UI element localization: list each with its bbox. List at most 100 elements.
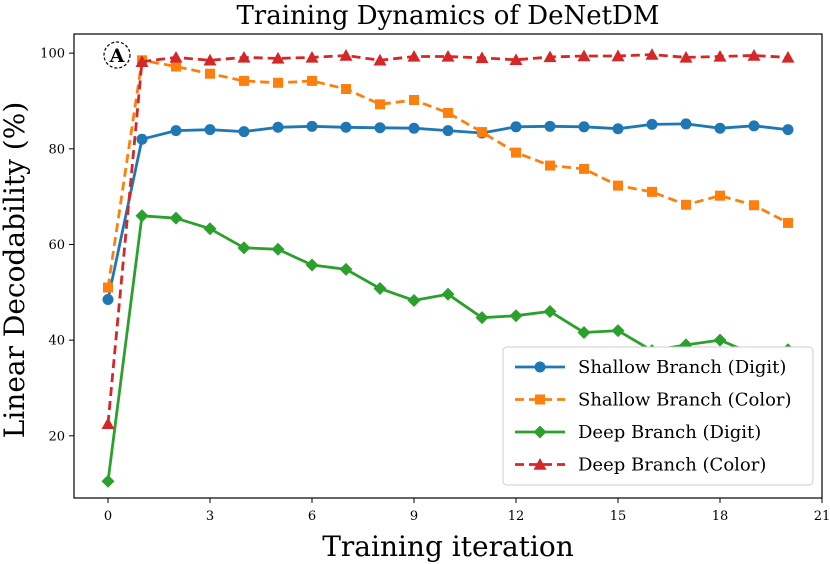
x-axis-label: Training iteration <box>322 530 574 563</box>
data-point-deep-digit <box>305 258 319 272</box>
data-point-shallow-digit <box>612 123 624 135</box>
x-tick-label: 0 <box>104 509 112 524</box>
data-point-shallow-digit <box>136 133 148 145</box>
data-point-deep-digit <box>441 287 455 301</box>
data-point-deep-color <box>781 50 795 63</box>
legend-label-shallow-digit: Shallow Branch (Digit) <box>578 357 786 378</box>
x-tick-label: 9 <box>410 509 418 524</box>
chart-title: Training Dynamics of DeNetDM <box>236 1 659 31</box>
legend-marker-shallow-digit <box>534 361 546 373</box>
data-point-deep-digit <box>339 262 353 276</box>
y-tick-label: 80 <box>48 142 65 157</box>
data-point-deep-digit <box>407 293 421 307</box>
data-point-shallow-digit <box>204 124 216 136</box>
data-point-deep-color <box>543 50 557 63</box>
data-point-shallow-color <box>647 186 657 197</box>
data-point-deep-digit <box>101 474 115 488</box>
data-point-shallow-color <box>715 190 725 201</box>
y-tick-label: 100 <box>40 47 65 62</box>
y-axis-label: Linear Decodability (%) <box>0 102 31 439</box>
data-point-deep-color <box>101 417 115 430</box>
y-tick-label: 60 <box>48 238 65 253</box>
data-point-deep-digit <box>203 222 217 236</box>
data-point-shallow-color <box>341 84 351 95</box>
y-tick-label: 40 <box>48 334 65 349</box>
data-point-deep-digit <box>509 309 523 323</box>
data-point-deep-color <box>441 49 455 62</box>
data-point-shallow-digit <box>272 121 284 133</box>
y-tick-label: 20 <box>48 429 65 444</box>
data-point-deep-digit <box>237 241 251 255</box>
data-point-shallow-color <box>545 160 555 171</box>
series-line-shallow-digit <box>106 122 789 300</box>
x-tick-label: 6 <box>308 509 316 524</box>
data-point-shallow-digit <box>442 125 454 137</box>
data-point-shallow-digit <box>680 118 692 130</box>
data-point-deep-color <box>203 53 217 66</box>
legend-box <box>502 346 814 486</box>
plot-area: 0 3 6 9 12 15 18 21 20 40 60 80 100 A Shallow Branch (… <box>40 33 830 524</box>
data-point-shallow-color <box>613 180 623 191</box>
data-point-deep-digit <box>135 209 149 223</box>
data-point-deep-color <box>679 50 693 63</box>
data-point-shallow-color <box>511 147 521 158</box>
series-line-shallow-color <box>106 58 789 288</box>
data-point-deep-color <box>611 49 625 62</box>
annotation-label: A <box>109 45 125 67</box>
data-point-deep-color <box>475 51 489 64</box>
data-point-deep-digit <box>475 311 489 325</box>
data-point-shallow-color <box>443 107 453 118</box>
x-tick-label: 18 <box>712 509 729 524</box>
data-point-shallow-color <box>477 127 487 138</box>
data-point-shallow-color <box>681 199 691 210</box>
data-point-deep-color <box>373 53 387 66</box>
x-tick-label: 12 <box>508 509 525 524</box>
legend: Shallow Branch (Digit) Shallow Branch (Co… <box>502 346 814 486</box>
data-point-shallow-digit <box>374 122 386 134</box>
data-point-deep-color <box>645 48 659 60</box>
legend-marker-deep-color <box>533 458 547 470</box>
x-tick-label: 3 <box>206 509 214 524</box>
data-point-deep-color <box>407 49 421 62</box>
data-point-deep-color <box>271 51 285 64</box>
legend-label-deep-digit: Deep Branch (Digit) <box>578 422 761 443</box>
data-point-deep-color <box>577 49 591 62</box>
legend-label-shallow-color: Shallow Branch (Color) <box>578 390 792 411</box>
data-point-deep-color <box>713 49 727 62</box>
data-point-deep-color <box>237 50 251 63</box>
data-point-deep-color <box>509 53 523 66</box>
data-point-shallow-color <box>579 163 589 174</box>
data-point-deep-color <box>305 50 319 63</box>
legend-marker-deep-digit <box>533 425 547 439</box>
data-point-shallow-color <box>409 95 419 106</box>
data-point-shallow-color <box>239 75 249 86</box>
data-point-deep-color <box>747 49 761 61</box>
data-point-deep-digit <box>169 211 183 225</box>
data-point-shallow-color <box>749 200 759 211</box>
data-point-shallow-digit <box>340 121 352 133</box>
data-point-shallow-color <box>307 75 317 86</box>
data-point-shallow-digit <box>170 125 182 137</box>
data-point-deep-color <box>169 50 183 63</box>
data-point-deep-color <box>339 49 353 61</box>
data-point-shallow-digit <box>748 120 760 132</box>
data-point-shallow-digit <box>102 293 114 305</box>
x-tick-label: 15 <box>610 509 627 524</box>
data-point-shallow-color <box>375 99 385 110</box>
data-point-shallow-digit <box>782 124 794 136</box>
data-point-shallow-color <box>205 68 215 79</box>
data-point-deep-digit <box>373 281 387 295</box>
data-point-shallow-digit <box>306 120 318 132</box>
data-point-shallow-digit <box>238 126 250 138</box>
x-tick-label: 21 <box>814 509 830 524</box>
data-point-shallow-color <box>273 77 283 88</box>
data-point-shallow-digit <box>646 118 658 130</box>
data-point-shallow-color <box>171 61 181 72</box>
data-point-deep-digit <box>577 325 591 339</box>
data-point-shallow-digit <box>714 122 726 134</box>
data-point-deep-digit <box>543 304 557 318</box>
legend-marker-shallow-color <box>535 394 545 405</box>
data-point-deep-digit <box>611 324 625 338</box>
data-point-shallow-color <box>103 282 113 293</box>
